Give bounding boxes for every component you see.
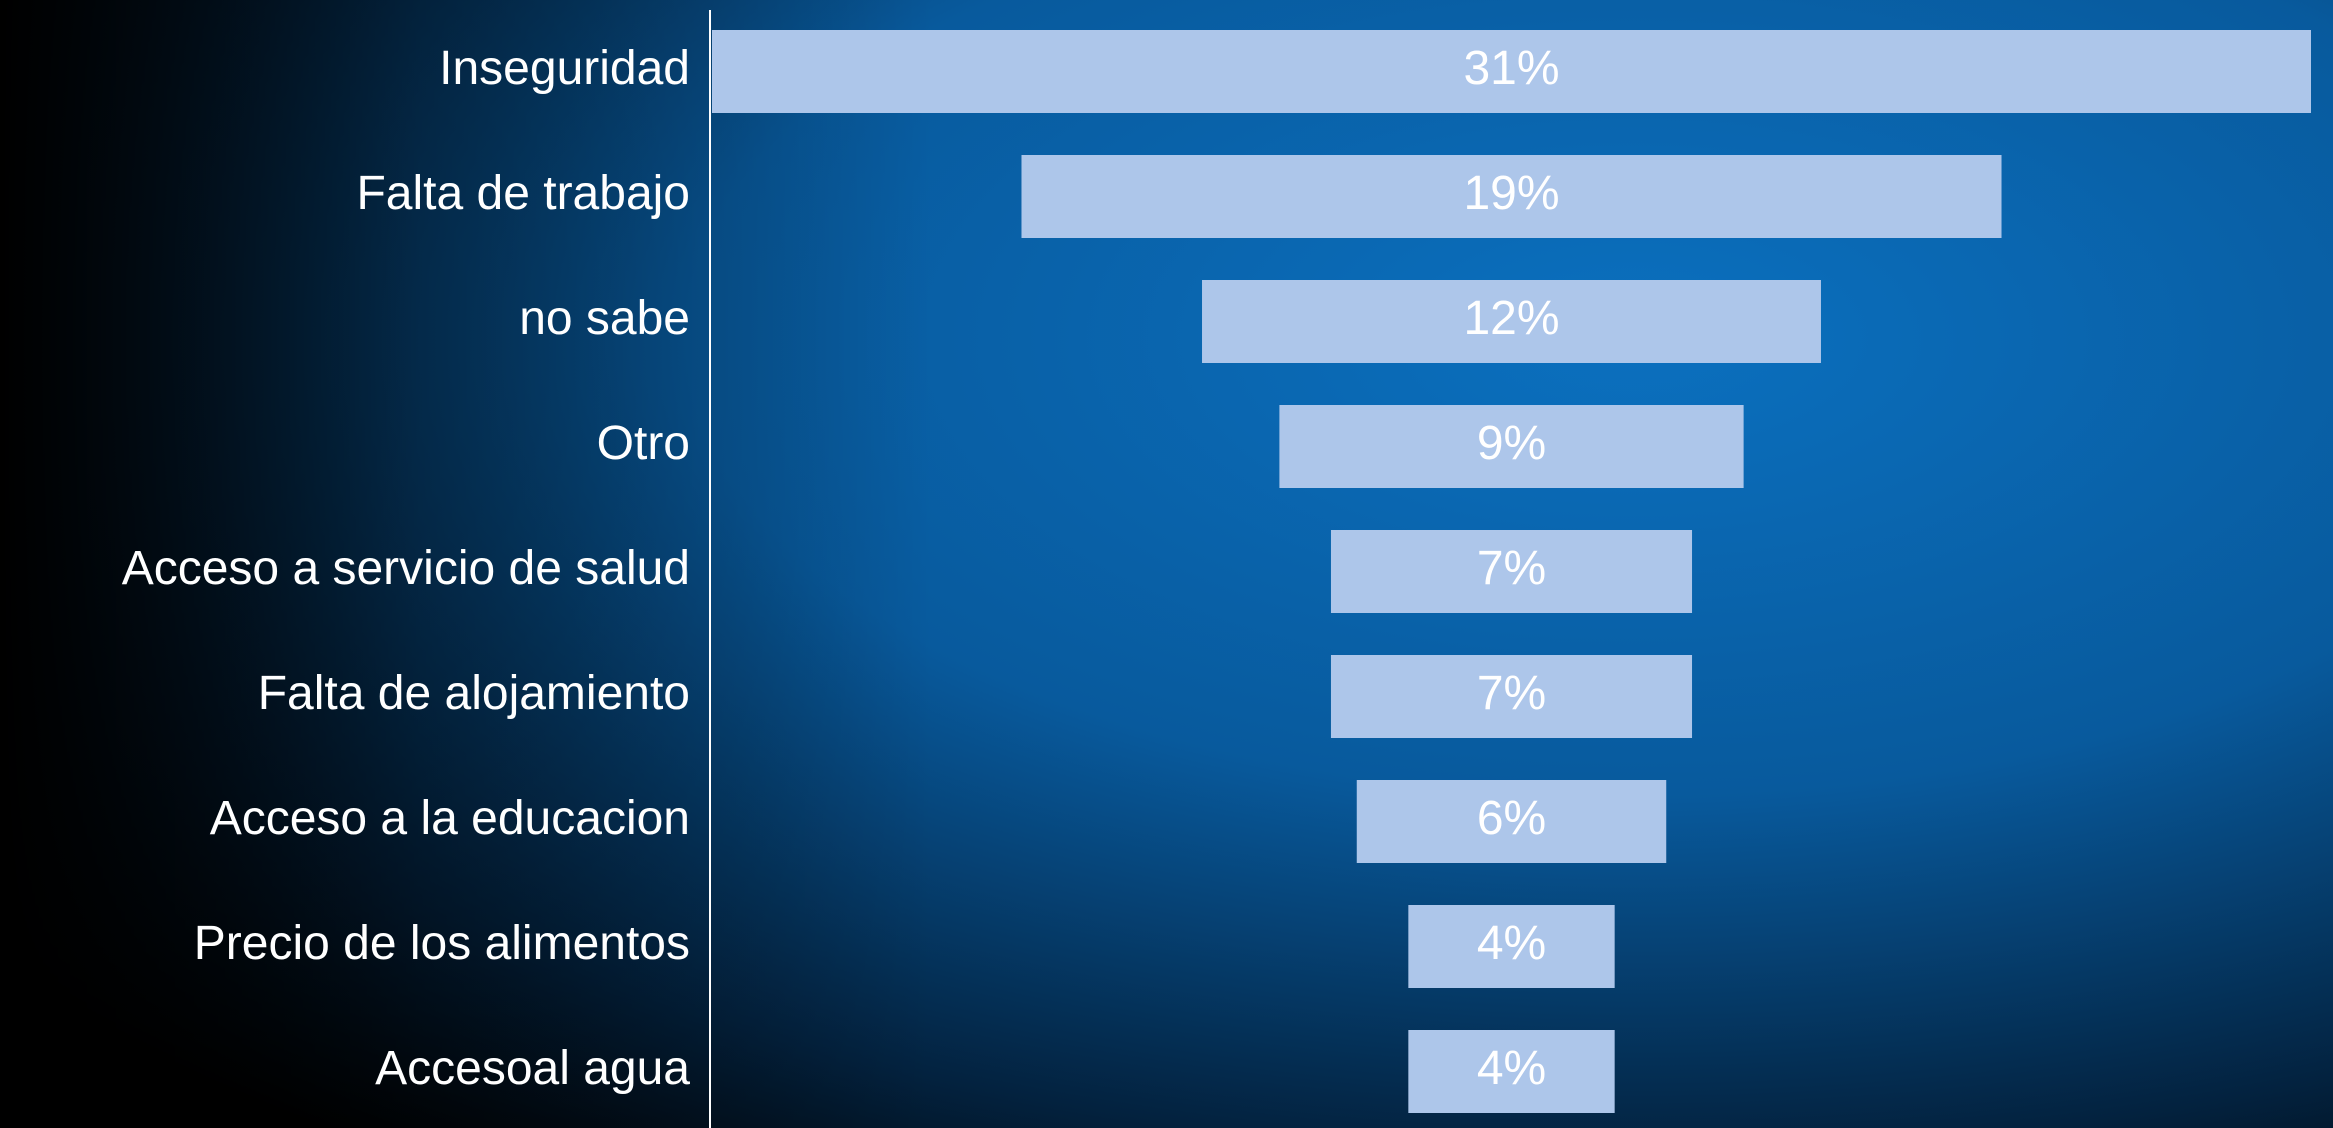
value-label: 12% bbox=[1463, 292, 1559, 345]
bar bbox=[1408, 1030, 1615, 1113]
bar bbox=[1330, 655, 1693, 738]
category-label: Precio de los alimentos bbox=[194, 917, 690, 970]
value-label: 7% bbox=[1477, 542, 1546, 595]
bar bbox=[1279, 405, 1744, 488]
value-label: 19% bbox=[1463, 167, 1559, 220]
category-label: Accesoal agua bbox=[375, 1042, 690, 1095]
value-label: 4% bbox=[1477, 917, 1546, 970]
bar bbox=[1408, 905, 1615, 988]
value-label: 4% bbox=[1477, 1042, 1546, 1095]
category-label: Acceso a la educacion bbox=[210, 792, 690, 845]
value-label: 31% bbox=[1463, 42, 1559, 95]
category-label: Otro bbox=[597, 417, 690, 470]
bar bbox=[1021, 155, 2002, 238]
category-label: no sabe bbox=[519, 292, 690, 345]
category-label: Acceso a servicio de salud bbox=[122, 542, 690, 595]
bar bbox=[1330, 530, 1693, 613]
value-label: 6% bbox=[1477, 792, 1546, 845]
category-label: Falta de alojamiento bbox=[258, 667, 690, 720]
bar bbox=[712, 30, 2311, 113]
value-label: 7% bbox=[1477, 667, 1546, 720]
category-label: Falta de trabajo bbox=[356, 167, 690, 220]
category-label: Inseguridad bbox=[439, 42, 690, 95]
bar bbox=[1356, 780, 1667, 863]
bar bbox=[1202, 280, 1821, 363]
value-label: 9% bbox=[1477, 417, 1546, 470]
